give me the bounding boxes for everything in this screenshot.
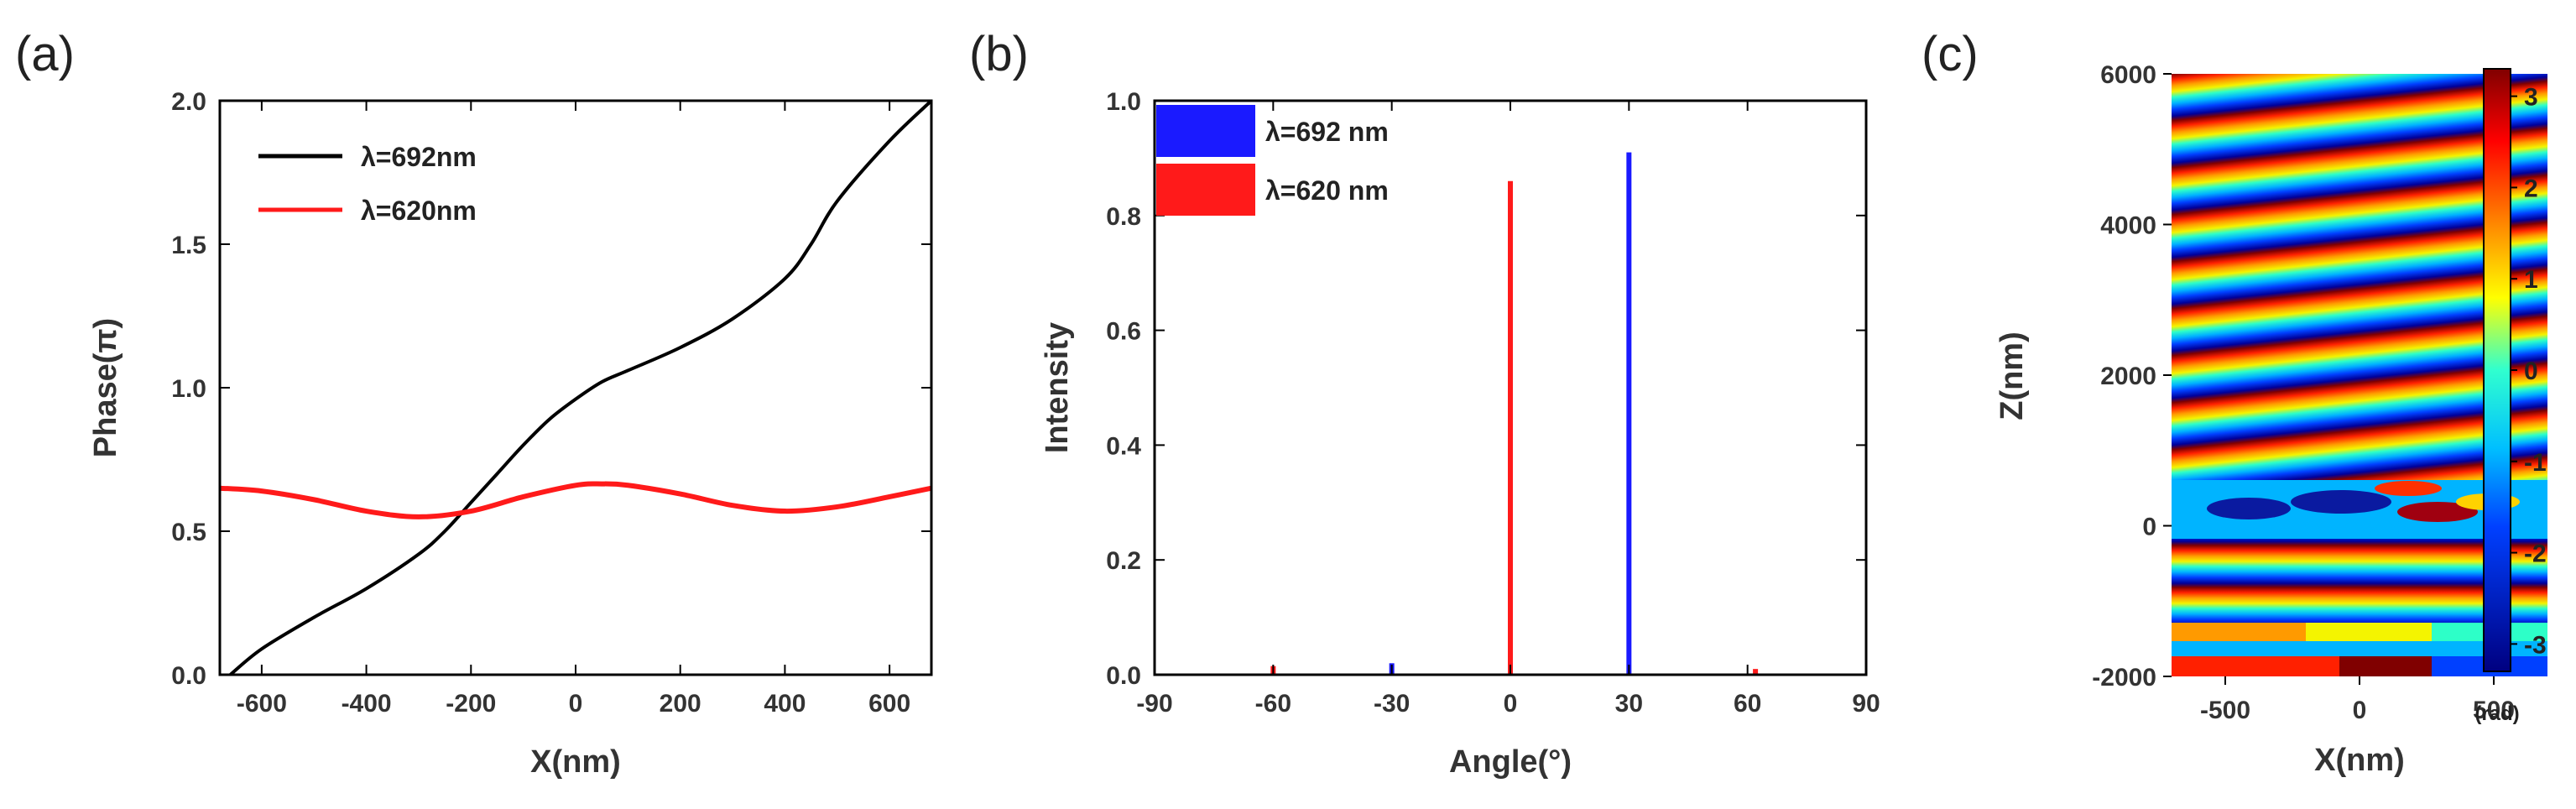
colorbar-unit: (rad) xyxy=(2474,702,2519,725)
panel-c-ylabel: Z(nm) xyxy=(1995,331,2030,420)
y-tick-label: 4000 xyxy=(2100,212,2156,240)
panel-a-frame xyxy=(218,99,933,676)
y-tick-label: 0.0 xyxy=(171,662,206,690)
x-tick-label: 60 xyxy=(1734,690,1761,718)
y-tick-label: 1.0 xyxy=(1106,88,1141,116)
panel-b: (b) -90 -60 -30 0 30 60 90 0.0 0.2 0.4 0.6 0.8 1.0 A… xyxy=(969,27,1880,780)
substrate-block xyxy=(2172,656,2339,676)
y-tick-label: 0.8 xyxy=(1106,203,1141,231)
substrate-block xyxy=(2306,623,2432,641)
colorbar-tick-label: -1 xyxy=(2524,449,2547,477)
x-tick-label: 0 xyxy=(2353,697,2367,724)
x-tick-label: -500 xyxy=(2200,697,2250,724)
panel-a-plot-area xyxy=(220,101,931,675)
y-tick-label: 1.5 xyxy=(171,232,206,259)
series-line-1 xyxy=(220,481,931,519)
panel-c-xlabel: X(nm) xyxy=(2314,743,2405,778)
y-tick-label: 0.5 xyxy=(171,519,206,546)
x-tick-label: 500 xyxy=(2473,697,2515,724)
x-tick-label: 400 xyxy=(764,690,806,718)
colorbar-tick-label: 3 xyxy=(2524,84,2538,112)
panel-a-ylabel: Phase(π) xyxy=(88,318,123,457)
panel-b-plot-area xyxy=(1270,152,1759,675)
colorbar xyxy=(2483,68,2511,672)
panel-b-ylabel: Intensity xyxy=(1040,322,1075,453)
x-tick-label: -90 xyxy=(1136,690,1172,718)
panel-label-c: (c) xyxy=(1922,27,1979,81)
y-tick-label: 1.0 xyxy=(171,375,206,403)
y-tick-label: 0.6 xyxy=(1106,318,1141,346)
panel-b-legend: λ=692 nm λ=620 nm xyxy=(1156,105,1389,216)
legend-swatch-620nm xyxy=(1156,164,1255,216)
legend-label-620nm: λ=620nm xyxy=(361,196,477,226)
legend-label-620nm-b: λ=620 nm xyxy=(1265,175,1389,206)
bar-mark xyxy=(1626,152,1632,675)
series-line-0 xyxy=(229,101,931,675)
legend-label-692nm-b: λ=692 nm xyxy=(1265,117,1389,147)
x-tick-label: -400 xyxy=(342,690,392,718)
x-tick-label: -60 xyxy=(1255,690,1291,718)
panel-a-legend: λ=692nm λ=620nm xyxy=(258,142,477,226)
panel-a: (a) -600 -400 -200 0 200 400 600 0.0 0.5 1.0 1.5 2.… xyxy=(15,27,933,780)
panel-c: (c) xyxy=(1922,27,2547,778)
y-tick-label: 0.4 xyxy=(1106,432,1141,460)
colorbar-tick-label: 0 xyxy=(2524,358,2538,385)
panel-b-axes: -90 -60 -30 0 30 60 90 0.0 0.2 0.4 0.6 0.8 1.0 xyxy=(1106,88,1880,718)
colorbar-tick-label: 1 xyxy=(2524,266,2538,294)
interface-blob xyxy=(2291,490,2391,514)
panel-label-b: (b) xyxy=(969,27,1029,81)
bar-mark xyxy=(1508,180,1513,675)
panel-b-xlabel: Angle(°) xyxy=(1449,744,1572,780)
legend-label-692nm: λ=692nm xyxy=(361,142,477,172)
x-tick-label: 90 xyxy=(1852,690,1880,718)
y-tick-label: -2000 xyxy=(2092,664,2156,692)
heatmap-stripes-region-upper xyxy=(2172,74,2547,561)
y-tick-label: 0.2 xyxy=(1106,547,1141,575)
x-tick-label: -30 xyxy=(1374,690,1410,718)
panel-a-xlabel: X(nm) xyxy=(530,744,621,780)
legend-swatch-692nm xyxy=(1156,105,1255,157)
colorbar-tick-label: 2 xyxy=(2524,175,2538,202)
x-tick-label: -200 xyxy=(446,690,496,718)
colorbar-tick-label: -3 xyxy=(2524,631,2547,659)
heatmap-upper-stripes xyxy=(2172,74,2547,561)
bar-mark xyxy=(1753,669,1759,675)
x-tick-label: 0 xyxy=(1504,690,1518,718)
panel-label-a: (a) xyxy=(15,27,75,81)
y-tick-label: 2000 xyxy=(2100,363,2156,390)
colorbar-ticks: 3 2 1 0 -1 -2 -3 xyxy=(2511,84,2547,659)
substrate-block xyxy=(2339,656,2432,676)
y-tick-label: 2.0 xyxy=(171,88,206,116)
x-tick-label: -600 xyxy=(237,690,287,718)
colorbar-tick-label: -2 xyxy=(2524,540,2547,568)
x-tick-label: 600 xyxy=(868,690,910,718)
interface-blob xyxy=(2375,481,2442,496)
x-tick-label: 200 xyxy=(660,690,701,718)
panel-c-axes: -500 0 500 -2000 0 2000 4000 6000 xyxy=(2092,61,2515,724)
y-tick-label: 0 xyxy=(2142,514,2156,541)
interface-blob xyxy=(2397,502,2478,522)
substrate-block xyxy=(2172,623,2306,641)
interface-blob xyxy=(2207,498,2291,519)
y-tick-label: 0.0 xyxy=(1106,662,1141,690)
x-tick-label: 30 xyxy=(1615,690,1643,718)
panel-a-axes: -600 -400 -200 0 200 400 600 0.0 0.5 1.0 1.5 2.0 xyxy=(171,88,931,718)
y-tick-label: 6000 xyxy=(2100,61,2156,89)
x-tick-label: 0 xyxy=(569,690,583,718)
